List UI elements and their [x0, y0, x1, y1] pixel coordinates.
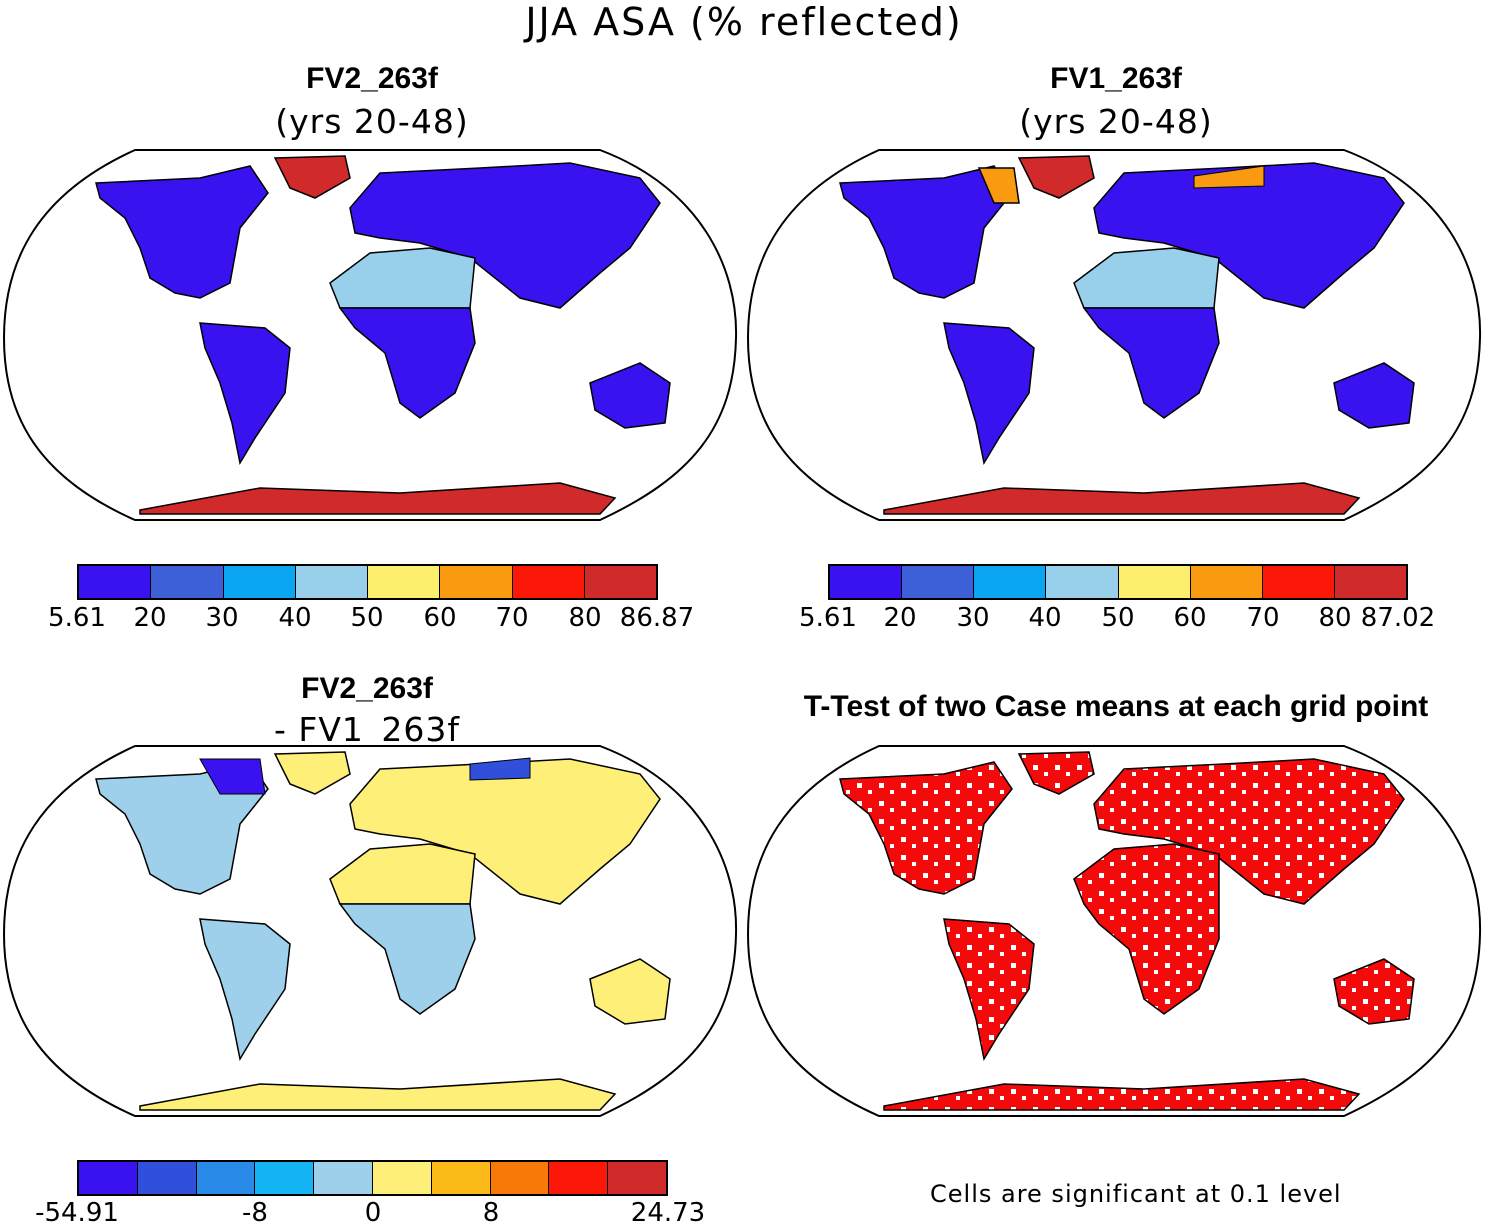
tick: 8 — [482, 1198, 500, 1228]
tick: 30 — [956, 603, 990, 633]
south-america — [199, 918, 291, 1062]
australia — [589, 362, 671, 429]
tick: 40 — [278, 603, 312, 633]
south-america — [943, 322, 1035, 466]
map-bottom-left — [2, 745, 738, 1117]
figure-title: JJA ASA (% reflected) — [525, 0, 963, 44]
colorbar-bottom-left — [77, 1160, 668, 1196]
tick: 5.61 — [48, 603, 106, 633]
map-top-left — [2, 149, 738, 521]
antarctica — [139, 482, 617, 515]
map-top-right — [746, 149, 1482, 521]
tick: 40 — [1028, 603, 1062, 633]
panel-subtitle-bottom-left: - FV1_263f — [273, 710, 461, 749]
tick: 24.73 — [630, 1198, 706, 1228]
australia — [1333, 362, 1415, 429]
panel-title-top-right: FV1_263f — [1050, 62, 1182, 95]
colorbar-top-left — [77, 564, 658, 600]
map-bottom-right — [746, 745, 1482, 1117]
greenland — [273, 155, 351, 199]
tick: 70 — [495, 603, 529, 633]
tick: 70 — [1246, 603, 1280, 633]
antarctica — [139, 1078, 617, 1111]
tick: -8 — [242, 1198, 268, 1228]
australia — [589, 958, 671, 1025]
siberia-coast — [1193, 165, 1265, 189]
panel-title-bottom-left: FV2_263f — [301, 672, 433, 705]
tick: 5.61 — [799, 603, 857, 633]
tick: 60 — [1173, 603, 1207, 633]
eurasia — [349, 162, 661, 309]
greenland — [1017, 751, 1095, 795]
tick: 86.87 — [619, 603, 695, 633]
north-america — [839, 165, 1013, 299]
tick: 80 — [568, 603, 602, 633]
australia — [1333, 958, 1415, 1025]
greenland — [1017, 155, 1095, 199]
panel-title-top-left: FV2_263f — [306, 62, 438, 95]
colorbar-top-right — [828, 564, 1408, 600]
panel-subtitle-top-right: (yrs 20-48) — [1019, 102, 1213, 141]
antarctica — [883, 482, 1361, 515]
greenland — [273, 751, 351, 795]
tick: 30 — [205, 603, 239, 633]
tick: 20 — [133, 603, 167, 633]
eurasia — [1093, 758, 1405, 905]
eurasia — [1093, 162, 1405, 309]
north-america — [839, 761, 1013, 895]
tick: 50 — [1101, 603, 1135, 633]
africa — [338, 903, 476, 1015]
panel-title-bottom-right: T-Test of two Case means at each grid po… — [803, 690, 1429, 723]
significance-note: Cells are significant at 0.1 level — [930, 1180, 1342, 1208]
tick: 0 — [364, 1198, 382, 1228]
africa — [1073, 843, 1220, 1015]
tick: 20 — [883, 603, 917, 633]
canadian-arctic — [977, 167, 1020, 204]
africa — [1082, 307, 1220, 419]
north-america — [95, 165, 269, 299]
panel-subtitle-top-left: (yrs 20-48) — [275, 102, 469, 141]
siberia-coast — [469, 757, 531, 781]
antarctica — [883, 1078, 1361, 1111]
tick: 87.02 — [1360, 603, 1436, 633]
tick: 50 — [350, 603, 384, 633]
tick: -54.91 — [35, 1198, 119, 1228]
south-america — [943, 918, 1035, 1062]
south-america — [199, 322, 291, 466]
africa — [338, 307, 476, 419]
tick: 60 — [423, 603, 457, 633]
hudson-bay — [199, 758, 266, 795]
tick: 80 — [1318, 603, 1352, 633]
